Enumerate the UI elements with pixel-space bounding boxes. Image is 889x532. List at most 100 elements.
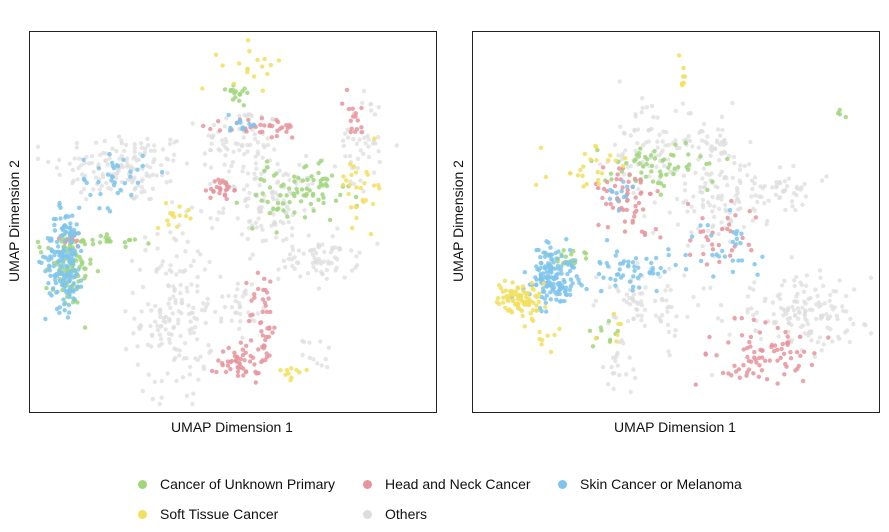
data-point-head-and-neck-cancer — [798, 353, 803, 358]
data-point-others — [174, 254, 179, 259]
data-point-others — [298, 274, 303, 279]
data-point-others — [158, 314, 163, 320]
data-point-soft-tissue-cancer — [500, 300, 506, 305]
data-point-cancer-of-unknown-primary — [321, 200, 326, 206]
data-point-head-and-neck-cancer — [794, 350, 800, 355]
data-point-head-and-neck-cancer — [633, 195, 638, 200]
data-point-head-and-neck-cancer — [758, 347, 763, 352]
data-point-head-and-neck-cancer — [632, 214, 637, 219]
data-point-cancer-of-unknown-primary — [95, 269, 101, 274]
data-point-soft-tissue-cancer — [177, 204, 182, 209]
data-point-others — [184, 393, 190, 398]
data-point-others — [660, 148, 665, 153]
data-point-cancer-of-unknown-primary — [294, 186, 299, 192]
data-point-cancer-of-unknown-primary — [280, 201, 286, 206]
data-point-others — [786, 320, 792, 325]
data-point-others — [233, 294, 238, 299]
data-point-others — [766, 198, 771, 203]
data-point-others — [347, 153, 353, 159]
data-point-others — [146, 302, 151, 307]
data-point-cancer-of-unknown-primary — [583, 251, 589, 256]
data-point-others — [667, 169, 672, 175]
data-point-others — [153, 303, 158, 309]
data-point-others — [166, 331, 172, 336]
data-point-head-and-neck-cancer — [264, 290, 270, 295]
data-point-soft-tissue-cancer — [623, 156, 628, 161]
data-point-head-and-neck-cancer — [633, 203, 638, 209]
data-point-cancer-of-unknown-primary — [569, 252, 574, 257]
data-point-others — [730, 175, 735, 180]
data-point-others — [376, 105, 381, 110]
data-point-cancer-of-unknown-primary — [676, 164, 681, 170]
data-point-soft-tissue-cancer — [548, 349, 554, 355]
data-point-others — [84, 154, 89, 160]
data-point-head-and-neck-cancer — [604, 188, 610, 194]
data-point-head-and-neck-cancer — [732, 363, 737, 368]
data-point-soft-tissue-cancer — [520, 284, 526, 289]
data-point-soft-tissue-cancer — [297, 370, 302, 375]
data-point-soft-tissue-cancer — [365, 172, 370, 177]
data-point-soft-tissue-cancer — [580, 173, 585, 178]
data-point-skin-cancer-or-melanoma — [51, 216, 57, 222]
data-point-skin-cancer-or-melanoma — [72, 252, 78, 257]
data-point-others — [208, 348, 213, 353]
data-point-soft-tissue-cancer — [621, 163, 626, 169]
data-point-head-and-neck-cancer — [741, 347, 746, 352]
data-point-others — [172, 236, 177, 241]
data-point-head-and-neck-cancer — [612, 183, 618, 189]
data-point-head-and-neck-cancer — [605, 179, 610, 185]
data-point-skin-cancer-or-melanoma — [552, 266, 557, 271]
data-point-others — [77, 156, 82, 161]
data-point-others — [752, 280, 757, 285]
data-point-others — [813, 287, 818, 292]
data-point-others — [735, 196, 741, 202]
data-point-cancer-of-unknown-primary — [590, 344, 596, 349]
data-point-others — [143, 146, 148, 151]
data-point-skin-cancer-or-melanoma — [105, 172, 111, 177]
data-point-others — [667, 266, 672, 271]
data-point-others — [208, 165, 214, 170]
data-point-skin-cancer-or-melanoma — [78, 284, 84, 289]
data-point-soft-tissue-cancer — [537, 291, 542, 296]
data-point-soft-tissue-cancer — [517, 307, 522, 312]
legend-marker-icon — [363, 509, 372, 519]
data-point-cancer-of-unknown-primary — [301, 193, 306, 198]
data-point-others — [354, 254, 359, 259]
data-point-head-and-neck-cancer — [624, 207, 629, 213]
data-point-others — [306, 183, 311, 188]
data-point-others — [335, 226, 340, 231]
data-point-skin-cancer-or-melanoma — [50, 249, 55, 254]
data-point-others — [354, 141, 360, 146]
data-point-others — [745, 294, 751, 299]
data-point-skin-cancer-or-melanoma — [542, 296, 547, 301]
data-point-others — [700, 202, 705, 207]
data-point-cancer-of-unknown-primary — [298, 199, 304, 204]
data-point-skin-cancer-or-melanoma — [542, 254, 548, 259]
data-point-others — [742, 163, 747, 169]
data-point-others — [362, 135, 367, 141]
data-point-skin-cancer-or-melanoma — [47, 291, 52, 296]
data-point-others — [682, 181, 688, 186]
data-point-head-and-neck-cancer — [201, 123, 206, 129]
data-point-skin-cancer-or-melanoma — [539, 309, 544, 314]
data-point-others — [598, 162, 603, 167]
data-point-others — [158, 336, 164, 342]
data-point-cancer-of-unknown-primary — [666, 165, 671, 170]
data-point-others — [652, 298, 658, 304]
data-point-others — [174, 378, 179, 384]
data-point-others — [784, 184, 790, 189]
data-point-skin-cancer-or-melanoma — [58, 268, 63, 273]
data-point-cancer-of-unknown-primary — [686, 152, 691, 157]
data-point-soft-tissue-cancer — [519, 296, 524, 302]
data-point-others — [685, 243, 691, 248]
data-point-others — [806, 296, 811, 302]
data-point-others — [793, 299, 798, 304]
data-point-others — [168, 230, 173, 235]
data-point-others — [368, 101, 374, 107]
data-point-skin-cancer-or-melanoma — [76, 231, 81, 236]
data-point-others — [254, 225, 259, 230]
data-point-others — [202, 162, 208, 167]
data-point-head-and-neck-cancer — [714, 353, 719, 358]
data-point-skin-cancer-or-melanoma — [56, 260, 61, 265]
data-point-skin-cancer-or-melanoma — [54, 306, 60, 312]
